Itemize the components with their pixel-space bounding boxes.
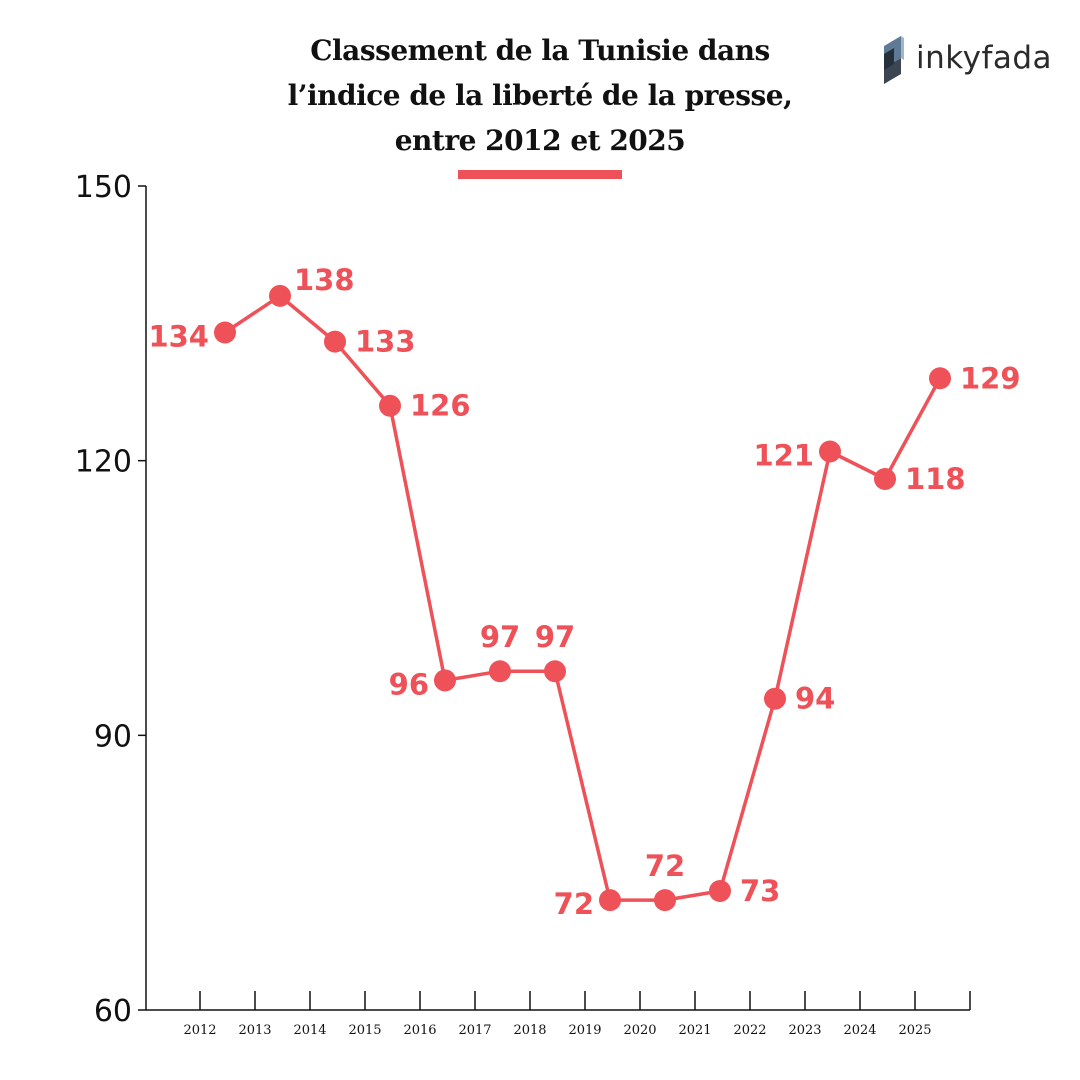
x-tick-label: 2024 — [843, 1023, 876, 1038]
data-point — [764, 687, 786, 710]
data-point — [709, 879, 731, 902]
data-point — [434, 669, 456, 692]
data-label: 72 — [645, 849, 685, 883]
x-tick-label: 2015 — [348, 1023, 381, 1038]
brand-name: inkyfada — [916, 40, 1053, 76]
data-point — [874, 467, 896, 490]
data-label: 97 — [480, 620, 520, 654]
title-line-3: entre 2012 et 2025 — [394, 124, 686, 157]
data-point — [654, 889, 676, 912]
y-tick-label: 60 — [94, 994, 132, 1029]
data-point — [929, 367, 951, 390]
inkyfada-logo-icon — [884, 36, 904, 84]
x-tick-label: 2016 — [403, 1023, 436, 1038]
data-label: 134 — [148, 319, 209, 353]
x-tick-label: 2014 — [293, 1023, 326, 1038]
x-tick-label: 2013 — [238, 1023, 271, 1038]
data-label: 97 — [535, 620, 575, 654]
chart-title: Classement de la Tunisie dans l’indice d… — [200, 28, 880, 163]
chart-axes: 60 90 120 150 2012 2013 2014 2015 2016 2017 2018 20… — [75, 170, 971, 1038]
data-label: 72 — [554, 887, 594, 921]
x-tick-label: 2023 — [788, 1023, 821, 1038]
data-point — [819, 440, 841, 463]
data-label: 96 — [389, 667, 429, 701]
data-point — [269, 284, 291, 307]
title-line-2: l’indice de la liberté de la presse, — [287, 79, 793, 112]
title-underline — [458, 170, 622, 179]
x-tick-label: 2017 — [458, 1023, 491, 1038]
x-tick-label: 2025 — [898, 1023, 931, 1038]
x-tick-label: 2018 — [513, 1023, 546, 1038]
data-point — [324, 330, 346, 353]
data-point — [489, 660, 511, 683]
data-point — [214, 321, 236, 344]
y-tick-label: 150 — [75, 170, 132, 205]
data-label: 94 — [795, 682, 835, 716]
title-line-1: Classement de la Tunisie dans — [310, 34, 770, 67]
data-points-layer — [214, 284, 951, 912]
data-label: 133 — [355, 325, 416, 359]
series-line — [224, 294, 942, 902]
data-point — [599, 889, 621, 912]
y-tick-label: 90 — [94, 719, 132, 754]
data-label: 121 — [753, 439, 814, 473]
data-label: 118 — [905, 462, 966, 496]
data-point — [379, 394, 401, 417]
series-line-layer — [224, 294, 942, 902]
data-label: 138 — [294, 263, 355, 297]
data-label: 73 — [740, 874, 780, 908]
brand-logo: inkyfada — [884, 36, 1052, 92]
x-tick-label: 2020 — [623, 1023, 656, 1038]
x-tick-label: 2021 — [678, 1023, 711, 1038]
data-label: 126 — [410, 389, 471, 423]
data-label: 129 — [960, 361, 1021, 395]
x-tick-label: 2019 — [568, 1023, 601, 1038]
x-tick-label: 2022 — [733, 1023, 766, 1038]
y-tick-label: 120 — [75, 445, 132, 480]
data-point — [544, 660, 566, 683]
x-tick-label: 2012 — [183, 1023, 216, 1038]
